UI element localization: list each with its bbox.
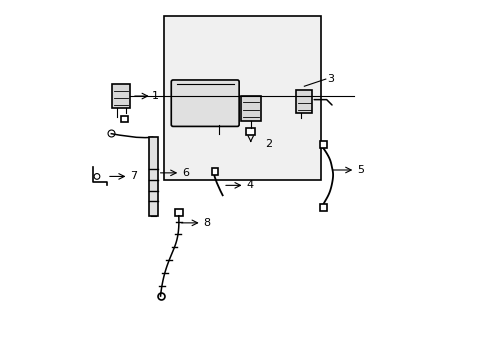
Bar [319,204,326,211]
Text: 4: 4 [246,180,253,190]
Bar [211,168,218,175]
Text: 1: 1 [151,91,158,101]
Bar [149,137,157,216]
Bar [121,116,128,122]
Text: 3: 3 [327,74,334,84]
Text: 6: 6 [182,168,188,178]
Bar [319,141,326,148]
Bar [241,96,260,121]
Bar [296,90,312,113]
Text: 7: 7 [130,171,137,181]
Text: 5: 5 [356,165,363,175]
Bar [112,85,130,108]
FancyBboxPatch shape [171,80,239,126]
Bar [164,16,321,180]
Bar [246,128,255,135]
Bar [175,209,183,216]
Text: 8: 8 [203,218,210,228]
Text: 2: 2 [264,139,272,149]
